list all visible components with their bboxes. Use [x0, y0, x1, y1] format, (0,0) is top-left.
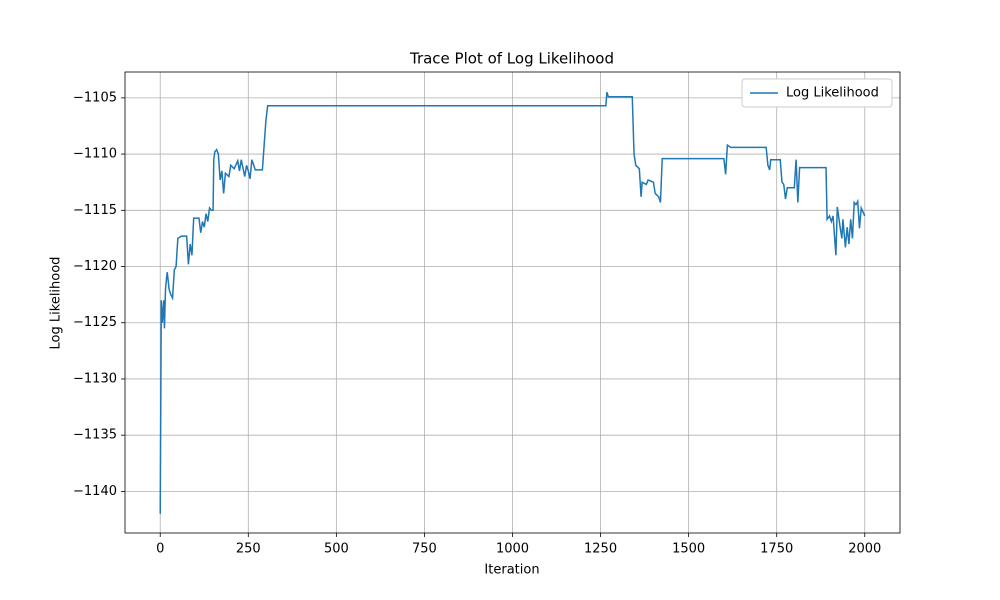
x-tick-label: 0: [156, 542, 164, 557]
line: [160, 92, 865, 514]
y-tick-label: −1120: [73, 259, 117, 274]
y-tick-label: −1115: [73, 203, 117, 218]
x-tick-label: 2000: [848, 542, 881, 557]
axes-frame: [124, 71, 901, 534]
x-axis-label: Iteration: [484, 563, 539, 578]
chart-title: Trace Plot of Log Likelihood: [409, 50, 614, 68]
legend-box: [741, 78, 893, 108]
y-tick-label: −1125: [73, 315, 117, 330]
x-tick-label: 1250: [584, 542, 617, 557]
x-tick-label: 1500: [672, 542, 705, 557]
y-tick-label: −1110: [73, 147, 117, 162]
x-tick-label: 1750: [760, 542, 793, 557]
y-tick-label: −1105: [73, 90, 117, 105]
x-tick-label: 250: [236, 542, 261, 557]
x-tick-label: 500: [324, 542, 349, 557]
x-tick-label: 1000: [496, 542, 529, 557]
x-tick-label: 750: [412, 542, 437, 557]
y-tick-label: −1130: [73, 371, 117, 386]
y-tick-label: −1135: [73, 428, 117, 443]
legend-label: Log Likelihood: [786, 86, 879, 101]
y-axis-label: Log Likelihood: [49, 257, 64, 350]
y-tick-label: −1140: [73, 484, 117, 499]
